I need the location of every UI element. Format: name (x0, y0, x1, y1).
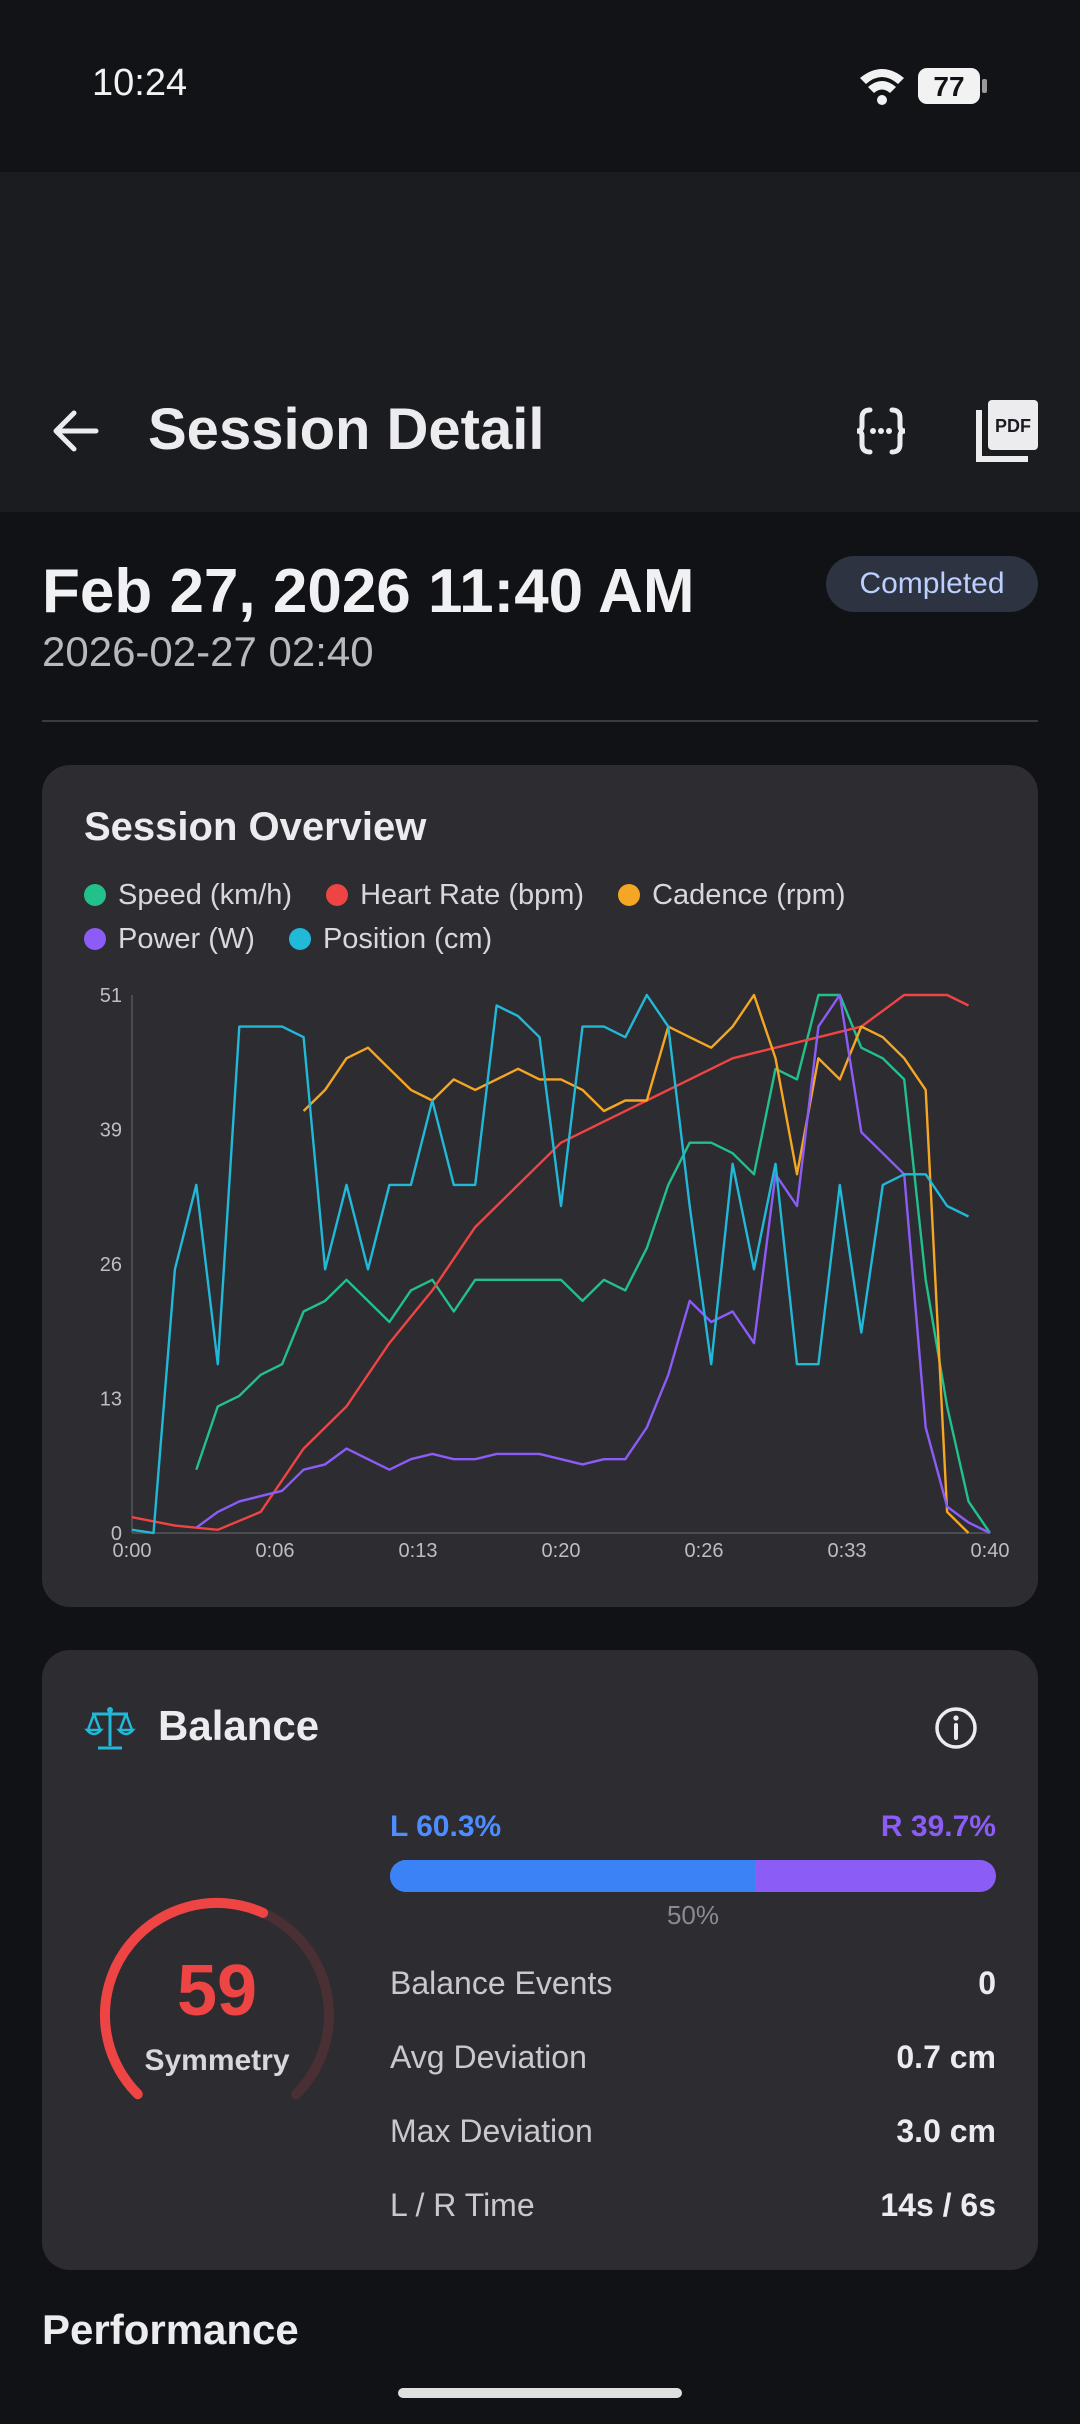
session-overview-card: Session Overview Speed (km/h) Heart Rate… (42, 765, 1038, 1607)
series-line-heart-rate-bpm (131, 993, 970, 1531)
session-date: Feb 27, 2026 11:40 AM (42, 557, 695, 626)
legend-item-position: Position (cm) (288, 922, 493, 956)
series-line-power-w (195, 993, 991, 1535)
stat-row-lr-time: L / R Time 14s / 6s (390, 2180, 996, 2230)
y-tick-label: 0 (111, 1523, 122, 1545)
series-line-speed-km-h (195, 993, 991, 1534)
x-tick-label: 0:00 (113, 1540, 152, 1562)
code-braces-icon[interactable] (846, 396, 916, 466)
legend-label: Speed (km/h) (118, 878, 293, 911)
pdf-file-icon[interactable]: PDF (972, 396, 1042, 466)
y-tick-label: 13 (100, 1389, 122, 1411)
battery-icon: 77 (918, 68, 987, 104)
legend-dot (618, 884, 641, 906)
overview-title: Session Overview (84, 805, 427, 849)
left-fill (390, 1860, 756, 1892)
x-tick-label: 0:13 (399, 1540, 438, 1562)
y-tick-label: 51 (100, 985, 122, 1007)
back-arrow-icon[interactable] (40, 395, 112, 467)
stat-value: 14s / 6s (880, 2186, 996, 2223)
stat-row-balance-events: Balance Events 0 (390, 1958, 996, 2008)
session-overview-chart: 0 13 26 39 51 0:00 0:06 0:13 0:20 0:26 0:33 0:40 (100, 985, 1010, 1562)
chart-legend: Speed (km/h) Heart Rate (bpm) Cadence (r… (84, 873, 1004, 961)
stat-value: 0 (978, 1964, 996, 2001)
left-percentage: L 60.3% (390, 1810, 502, 1843)
x-tick-label: 0:33 (828, 1540, 867, 1562)
legend-label: Position (cm) (322, 922, 493, 955)
legend-item-heart-rate: Heart Rate (bpm) (326, 879, 584, 912)
series-line-position-cm (131, 993, 970, 1535)
stat-label: L / R Time (390, 2186, 535, 2223)
status-bar: 10:24 77 (0, 0, 1080, 172)
legend-label: Heart Rate (bpm) (360, 878, 585, 911)
svg-text:PDF: PDF (995, 416, 1031, 436)
legend-dot (84, 928, 106, 950)
stat-label: Max Deviation (390, 2112, 593, 2149)
symmetry-label: Symmetry (144, 2044, 290, 2077)
stat-value: 3.0 cm (896, 2112, 996, 2149)
symmetry-gauge (99, 1898, 334, 2100)
legend-item-cadence: Cadence (rpm) (618, 878, 846, 912)
x-tick-label: 0:40 (971, 1540, 1010, 1562)
balance-card: Balance 59 Symmetry L 60.3% R 39.7% 50% … (42, 1650, 1038, 2270)
legend-dot (84, 884, 106, 906)
x-tick-label: 0:20 (542, 1540, 581, 1562)
stat-row-avg-deviation: Avg Deviation 0.7 cm (390, 2032, 996, 2082)
scale-balance-icon (84, 1707, 136, 1750)
x-tick-label: 0:06 (256, 1540, 295, 1562)
divider (42, 720, 1038, 722)
legend-label: Cadence (rpm) (652, 878, 846, 911)
left-right-bar (390, 1860, 996, 1892)
status-badge: Completed (826, 556, 1038, 612)
top-spacer (0, 172, 1080, 512)
y-tick-label: 39 (100, 1120, 122, 1142)
wifi-icon (860, 69, 904, 105)
stat-value: 0.7 cm (896, 2038, 996, 2075)
session-timestamp: 2026-02-27 02:40 (42, 628, 374, 675)
page-title: Session Detail (148, 397, 545, 462)
legend-label: Power (W) (118, 922, 255, 955)
right-percentage: R 39.7% (880, 1810, 996, 1843)
series-line-cadence-rpm (302, 993, 970, 1534)
legend-item-speed: Speed (km/h) (84, 879, 292, 912)
y-tick-label: 26 (100, 1254, 122, 1276)
battery-level: 77 (933, 71, 964, 102)
gauge-fill (99, 1898, 269, 2100)
home-indicator[interactable] (398, 2388, 682, 2398)
x-tick-label: 0:26 (685, 1540, 724, 1562)
stat-row-max-deviation: Max Deviation 3.0 cm (390, 2106, 996, 2156)
legend-dot (326, 884, 349, 906)
status-time: 10:24 (92, 62, 188, 104)
balance-title: Balance (158, 1702, 320, 1749)
symmetry-value: 59 (176, 1951, 258, 2031)
stat-label: Balance Events (390, 1964, 613, 2001)
legend-dot (288, 928, 311, 950)
legend-item-power: Power (W) (84, 923, 255, 956)
info-circle-icon[interactable] (932, 1704, 980, 1752)
midpoint-label: 50% (666, 1900, 720, 1930)
performance-title: Performance (42, 2306, 299, 2353)
stat-label: Avg Deviation (390, 2038, 587, 2075)
